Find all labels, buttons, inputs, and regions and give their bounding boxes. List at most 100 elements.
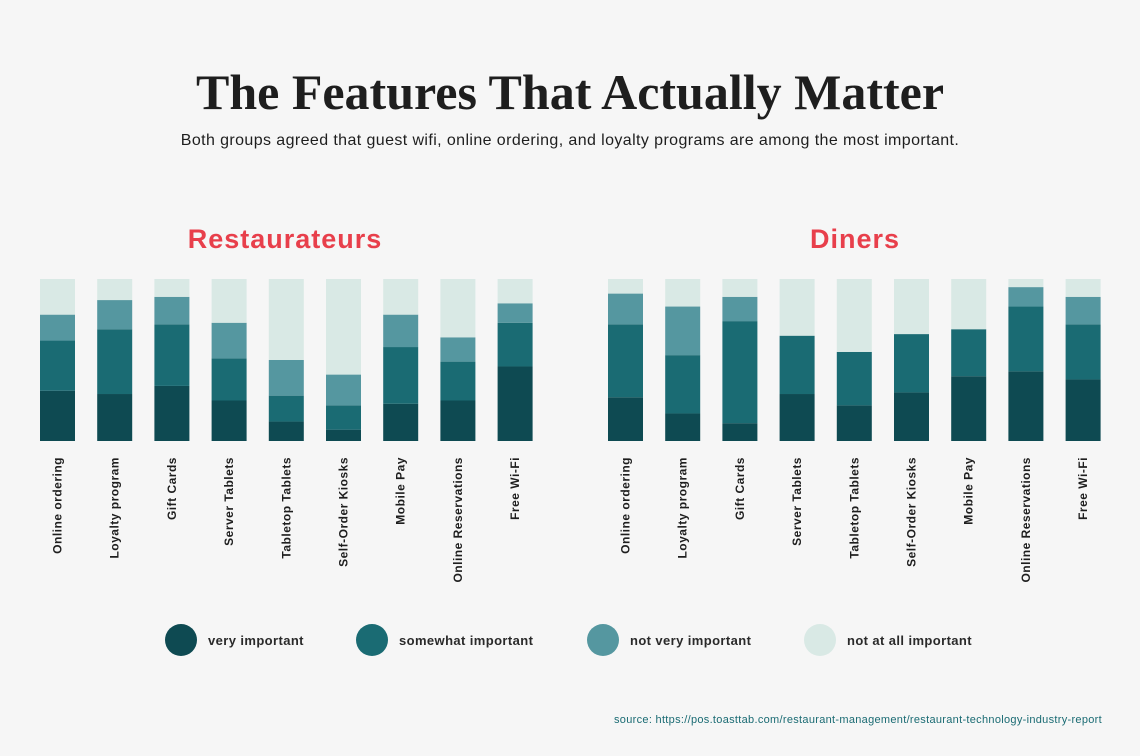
bar-segment-very-important (154, 385, 190, 441)
x-tick-label: Tabletop Tablets (847, 457, 861, 559)
bar-segment-not-very-important (268, 360, 304, 396)
bar-segment-very-important (1008, 371, 1044, 441)
bar-segment-not-at-all-important (894, 279, 929, 335)
legend: very important somewhat important not ve… (0, 622, 1140, 658)
x-tick-label: Server Tablets (790, 457, 804, 546)
bar-segment-not-at-all-important (779, 279, 815, 336)
x-tick-label: Online Reservations (451, 457, 465, 583)
bar-segment-not-very-important (1008, 287, 1044, 307)
bar-segment-not-at-all-important (722, 279, 758, 297)
bar-segment-not-very-important (383, 314, 419, 348)
bar-segment-very-important (722, 423, 758, 441)
bar-segment-somewhat-important (326, 405, 361, 430)
bar-segment-not-very-important (97, 300, 133, 330)
bar-segment-very-important (836, 405, 872, 441)
legend-label: not very important (630, 632, 752, 648)
bar-segment-somewhat-important (1065, 324, 1101, 380)
legend-item-somewhat-important: somewhat important (356, 622, 533, 658)
bar-segment-very-important (383, 403, 419, 441)
x-tick-label: Online Reservations (1019, 457, 1033, 583)
bar-segment-somewhat-important (268, 395, 304, 422)
bar-segment-very-important (440, 400, 476, 441)
bar-segment-very-important (1065, 379, 1101, 441)
legend-label: not at all important (847, 632, 972, 648)
legend-swatch (356, 624, 388, 656)
bar-segment-somewhat-important (836, 351, 872, 406)
bar-segment-very-important (211, 400, 247, 441)
bar-segment-very-important (608, 397, 643, 441)
bar-segment-not-at-all-important (951, 279, 987, 330)
bar-segment-not-very-important (497, 303, 533, 323)
bar-segment-somewhat-important (40, 340, 75, 391)
bar-segment-very-important (326, 429, 361, 441)
x-tick-label: Free Wi-Fi (1076, 457, 1090, 520)
bar-segment-somewhat-important (951, 329, 987, 377)
legend-label: very important (208, 632, 304, 648)
x-tick-label: Gift Cards (733, 457, 747, 520)
bar-segment-somewhat-important (383, 347, 419, 404)
bar-segment-not-at-all-important (268, 279, 304, 360)
bar-segment-not-at-all-important (326, 279, 361, 375)
bar-segment-very-important (779, 394, 815, 441)
x-tick-label: Self-Order Kiosks (905, 457, 919, 567)
bar-segment-not-at-all-important (497, 279, 533, 304)
chart-panel-restaurateurs: Restaurateurs Online ordering Loyalty prog… (40, 224, 533, 583)
x-tick-label: Online ordering (619, 457, 633, 554)
x-tick-label: Loyalty program (676, 457, 690, 559)
bar-segment-somewhat-important (97, 329, 133, 395)
bar-segment-not-at-all-important (97, 279, 133, 301)
legend-item-not-at-all-important: not at all important (804, 622, 972, 658)
x-tick-label: Mobile Pay (962, 457, 976, 525)
bar-segment-somewhat-important (722, 321, 758, 424)
x-tick-label: Server Tablets (222, 457, 236, 546)
bar-segment-not-at-all-important (1008, 279, 1044, 288)
bar-segment-not-very-important (211, 322, 247, 359)
bar-segment-somewhat-important (779, 335, 815, 395)
bar-segment-very-important (951, 376, 987, 441)
bar-segment-very-important (665, 413, 701, 441)
bar-segment-not-very-important (440, 337, 476, 362)
bar-segment-not-at-all-important (665, 279, 701, 307)
bar-segment-not-very-important (1065, 296, 1101, 325)
charts-canvas: Restaurateurs Online ordering Loyalty prog… (40, 224, 1101, 583)
bar-segment-not-at-all-important (836, 279, 872, 352)
chart-title: Diners (810, 224, 900, 254)
bar-segment-somewhat-important (665, 355, 701, 414)
x-tick-label: Loyalty program (108, 457, 122, 559)
bar-segment-not-at-all-important (383, 279, 419, 315)
x-tick-label: Gift Cards (165, 457, 179, 520)
x-tick-label: Self-Order Kiosks (337, 457, 351, 567)
bar-segment-not-very-important (722, 296, 758, 322)
bar-segment-not-very-important (40, 314, 75, 341)
legend-item-very-important: very important (165, 622, 304, 658)
x-tick-label: Tabletop Tablets (279, 457, 293, 559)
bar-segment-not-at-all-important (1065, 279, 1101, 297)
bar-segment-not-at-all-important (154, 279, 190, 297)
bar-segment-somewhat-important (154, 324, 190, 386)
legend-swatch (165, 624, 197, 656)
bar-segment-somewhat-important (894, 334, 929, 393)
bar-segment-not-at-all-important (440, 279, 476, 338)
source-link[interactable]: source: https://pos.toasttab.com/restaur… (614, 714, 1102, 726)
bar-segment-somewhat-important (497, 322, 533, 367)
bar-segment-not-at-all-important (40, 279, 75, 315)
bar-segment-not-at-all-important (211, 279, 247, 323)
legend-swatch (587, 624, 619, 656)
bar-segment-not-very-important (665, 306, 701, 356)
bar-segment-somewhat-important (211, 358, 247, 401)
chart-title: Restaurateurs (188, 224, 383, 254)
bar-segment-somewhat-important (608, 324, 643, 398)
bar-segment-not-very-important (154, 296, 190, 325)
legend-swatch (804, 624, 836, 656)
bar-segment-not-very-important (608, 293, 643, 325)
legend-item-not-very-important: not very important (587, 622, 751, 658)
bar-segment-somewhat-important (1008, 306, 1044, 372)
bar-segment-not-very-important (326, 374, 361, 406)
x-tick-label: Online ordering (51, 457, 65, 554)
x-tick-label: Mobile Pay (394, 457, 408, 525)
bar-segment-not-at-all-important (608, 279, 643, 294)
bar-segment-very-important (97, 394, 133, 441)
chart-panel-diners: Diners Online ordering Loyalty program Gift… (608, 224, 1101, 583)
bar-segment-very-important (40, 390, 75, 441)
bar-segment-very-important (268, 421, 304, 441)
